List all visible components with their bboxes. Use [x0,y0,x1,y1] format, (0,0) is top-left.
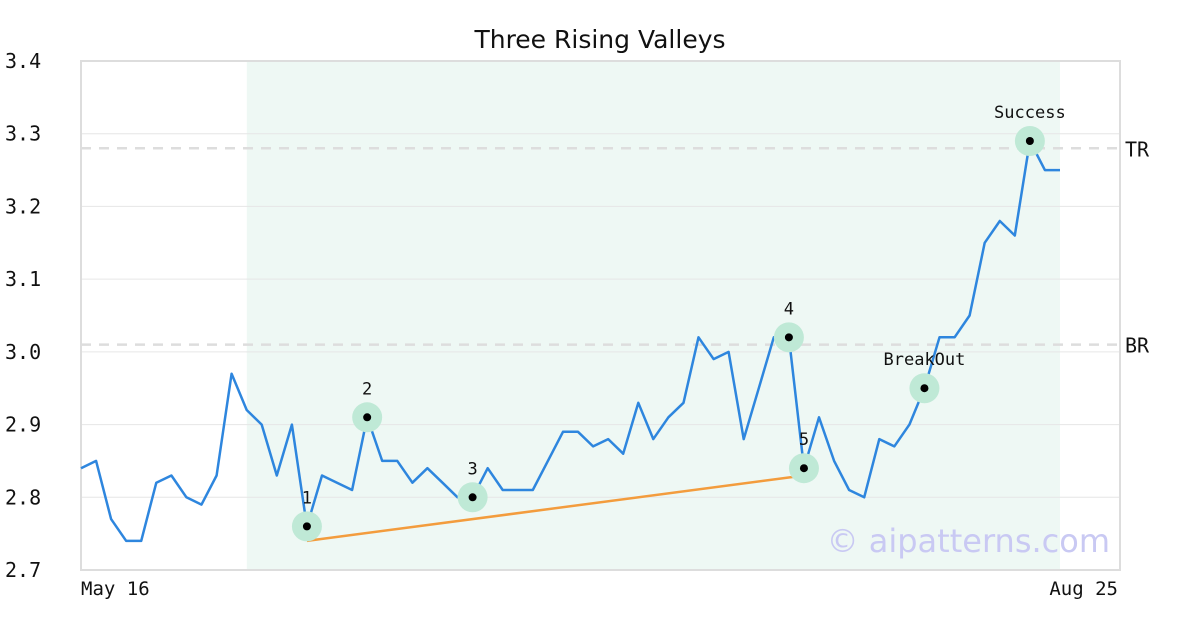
rising-valleys-trendline [306,474,805,543]
y-axis: 2.7 2.8 2.9 3.0 3.1 3.2 3.3 3.4 [5,49,41,582]
x-tick-label: May 16 [81,578,150,600]
level-lines: TR BR [81,137,1150,358]
y-tick-label: 3.4 [5,49,41,73]
pattern-marker: BreakOut [884,350,966,404]
marker-dot [302,522,311,531]
gridlines [81,60,1120,571]
pattern-marker: 2 [352,379,383,433]
y-tick-label: 3.0 [5,340,41,364]
level-label: BR [1125,334,1150,358]
pattern-marker: Success [994,103,1066,156]
highlight-band [246,61,1061,570]
marker-label: Success [994,103,1066,123]
marker-dot [799,464,808,473]
pattern-marker: 3 [457,459,488,513]
y-tick-label: 2.7 [5,558,41,582]
y-tick-label: 2.8 [5,485,41,509]
x-axis: May 16 Aug 25 [81,578,1118,600]
marker-label: 2 [362,379,372,399]
y-tick-label: 3.3 [5,122,41,146]
pattern-marker: 5 [788,430,819,484]
marker-label: 1 [302,488,312,508]
marker-dot [1025,136,1034,145]
y-tick-label: 3.2 [5,194,41,218]
price-series-line [80,139,1060,543]
pattern-markers: 1 2 3 4 5 BreakOut Success [291,103,1066,542]
marker-dot [784,333,793,342]
marker-dot [468,493,477,502]
marker-label: 3 [467,459,477,479]
x-tick-label: Aug 25 [1049,578,1118,600]
chart-title: Three Rising Valleys [473,25,725,54]
y-tick-label: 3.1 [5,267,41,291]
marker-label: BreakOut [884,350,966,370]
pattern-marker: 1 [291,488,322,542]
plot-frame [80,60,1121,571]
marker-label: 5 [799,430,809,450]
level-label: TR [1125,137,1150,161]
watermark: © aipatterns.com [827,522,1110,560]
marker-dot [920,384,929,393]
pattern-marker: 4 [773,299,804,353]
y-tick-label: 2.9 [5,413,41,437]
marker-label: 4 [784,299,794,319]
marker-dot [363,413,372,422]
